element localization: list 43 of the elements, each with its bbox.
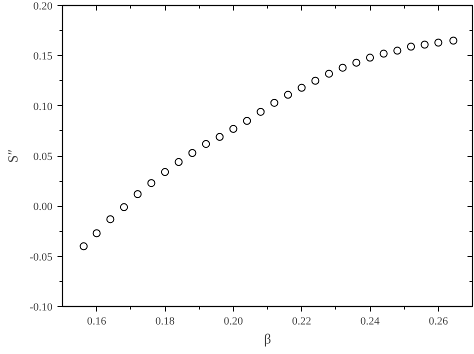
point xyxy=(202,140,210,148)
x-tick-label: 0.20 xyxy=(224,316,244,328)
point xyxy=(243,116,251,125)
point xyxy=(366,54,374,62)
y-tick-label: 0.15 xyxy=(33,50,53,63)
x-tick-label: 0.18 xyxy=(155,316,176,328)
point xyxy=(311,76,320,85)
point xyxy=(106,215,114,224)
point xyxy=(380,50,388,58)
x-tick-label: 0.22 xyxy=(292,316,312,328)
point xyxy=(338,64,347,72)
y-tick-label: -0.10 xyxy=(30,302,53,314)
y-axis-title: S″ xyxy=(6,149,22,163)
point xyxy=(352,58,360,67)
point xyxy=(147,179,156,188)
y-tick-label: 0.20 xyxy=(33,0,53,12)
y-tick-label: -0.05 xyxy=(30,251,53,264)
point xyxy=(284,90,292,99)
point xyxy=(420,40,429,49)
point xyxy=(92,229,101,238)
point xyxy=(174,158,183,166)
point xyxy=(298,84,306,92)
point xyxy=(134,190,142,198)
point xyxy=(80,242,88,250)
x-tick-label: 0.24 xyxy=(360,316,380,328)
x-axis-title: β xyxy=(264,332,272,348)
point xyxy=(325,70,333,78)
point xyxy=(270,98,278,107)
point xyxy=(449,36,458,45)
y-tick-label: 0.10 xyxy=(33,100,53,113)
point xyxy=(434,38,442,47)
point xyxy=(161,168,169,176)
point xyxy=(188,148,196,157)
point xyxy=(229,124,238,133)
point xyxy=(120,203,128,212)
point xyxy=(407,42,415,51)
point xyxy=(393,46,402,55)
y-tick-label: 0.05 xyxy=(33,151,53,163)
y-tick-label: 0.00 xyxy=(33,201,53,214)
x-tick-label: 0.16 xyxy=(87,316,107,328)
point xyxy=(216,132,224,141)
point xyxy=(256,108,265,116)
x-tick-label: 0.26 xyxy=(428,316,448,328)
